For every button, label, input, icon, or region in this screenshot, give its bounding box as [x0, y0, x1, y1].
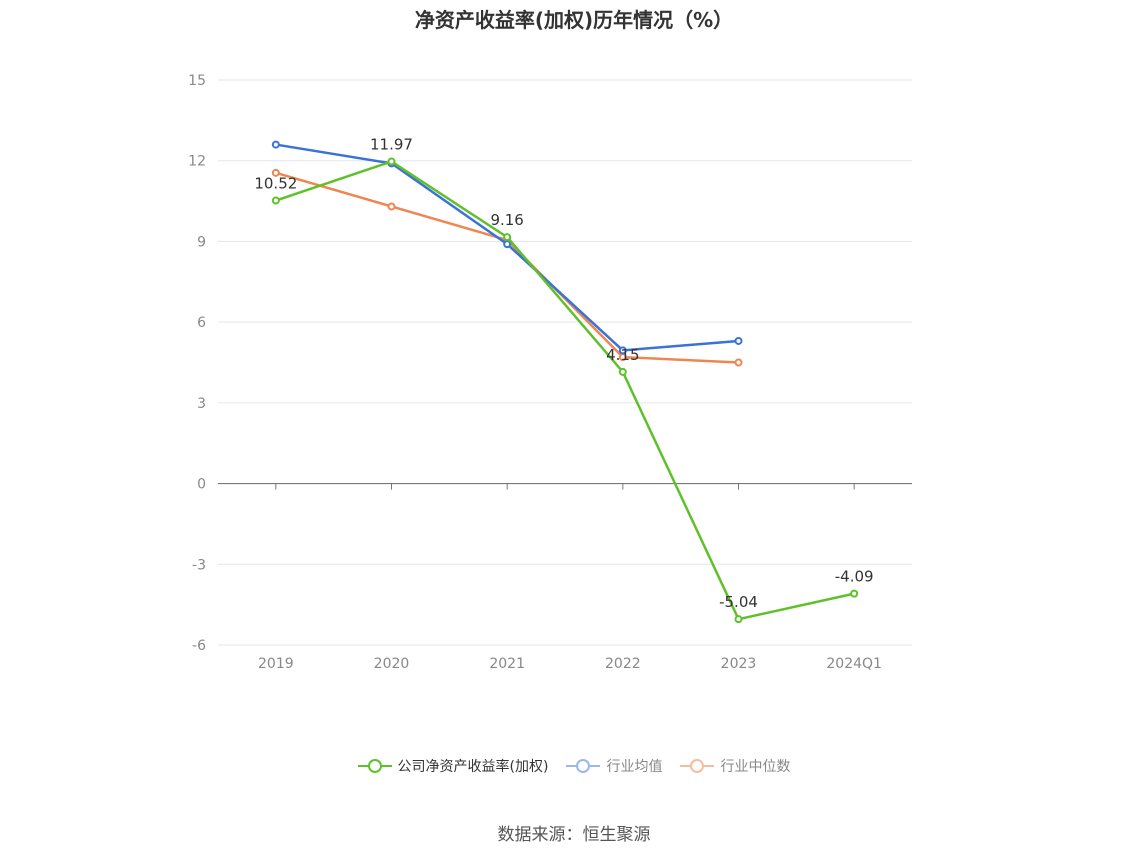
- y-tick-label: 9: [197, 234, 206, 250]
- legend-label-industry-median: 行业中位数: [720, 759, 791, 775]
- data-label: 10.52: [254, 175, 297, 193]
- grid-lines: [218, 79, 912, 646]
- data-point: [734, 358, 743, 367]
- data-label: 9.16: [490, 211, 523, 229]
- data-point: [850, 589, 859, 598]
- data-labels: 10.52 11.97 9.16 4.15 -5.04 -4.09: [254, 136, 873, 612]
- y-tick-label: 0: [197, 477, 206, 493]
- series-line: [275, 171, 739, 364]
- data-point: [734, 336, 743, 345]
- data-point: [271, 196, 280, 205]
- data-label: -5.04: [719, 593, 758, 611]
- axes: 15 12 9 6 3 0 -3 -6 2019 2020 2021 2022 2023 2024Q1: [188, 73, 912, 672]
- legend: 公司净资产收益率(加权) 行业均值 行业中位数: [0, 756, 1148, 776]
- data-point: [503, 240, 512, 249]
- data-label: 11.97: [370, 136, 413, 154]
- chart-title: 净资产收益率(加权)历年情况（%）: [414, 8, 734, 32]
- x-tick-label: 2021: [489, 656, 525, 672]
- y-tick-label: 6: [197, 315, 206, 331]
- x-tick-label: 2019: [258, 656, 294, 672]
- data-source-note: 数据来源：恒生聚源: [497, 825, 651, 845]
- legend-label-industry-mean: 行业均值: [606, 759, 663, 775]
- data-point: [734, 615, 743, 624]
- y-tick-label: -6: [192, 638, 206, 654]
- series-lines: [271, 140, 859, 624]
- x-tick-label: 2020: [374, 656, 410, 672]
- data-point: [618, 367, 627, 376]
- x-tick-label: 2022: [605, 656, 641, 672]
- y-tick-label: -3: [192, 557, 206, 573]
- data-point: [503, 233, 512, 242]
- legend-item-company[interactable]: 公司净资产收益率(加权): [357, 756, 549, 776]
- y-tick-label: 15: [188, 73, 206, 89]
- data-label: 4.15: [606, 346, 639, 364]
- x-tick-label: 2023: [721, 656, 757, 672]
- data-label: -4.09: [835, 568, 874, 586]
- legend-swatch-industry-median-icon: [680, 759, 715, 773]
- legend-item-industry-mean[interactable]: 行业均值: [566, 756, 662, 776]
- legend-item-industry-median[interactable]: 行业中位数: [680, 756, 790, 776]
- legend-swatch-company-icon: [357, 759, 392, 773]
- series-line: [275, 160, 855, 621]
- line-chart: 15 12 9 6 3 0 -3 -6 2019 2020 2021 2022 2023 2024Q1 1…: [188, 73, 912, 672]
- legend-label-company: 公司净资产收益率(加权): [397, 759, 549, 775]
- data-point: [618, 346, 627, 355]
- x-tick-label: 2024Q1: [826, 656, 882, 672]
- data-point: [271, 168, 280, 177]
- y-tick-label: 3: [197, 396, 206, 412]
- y-tick-label: 12: [188, 154, 206, 170]
- data-point: [387, 202, 396, 211]
- legend-swatch-industry-mean-icon: [566, 759, 601, 773]
- data-point: [271, 140, 280, 149]
- data-point: [387, 157, 396, 166]
